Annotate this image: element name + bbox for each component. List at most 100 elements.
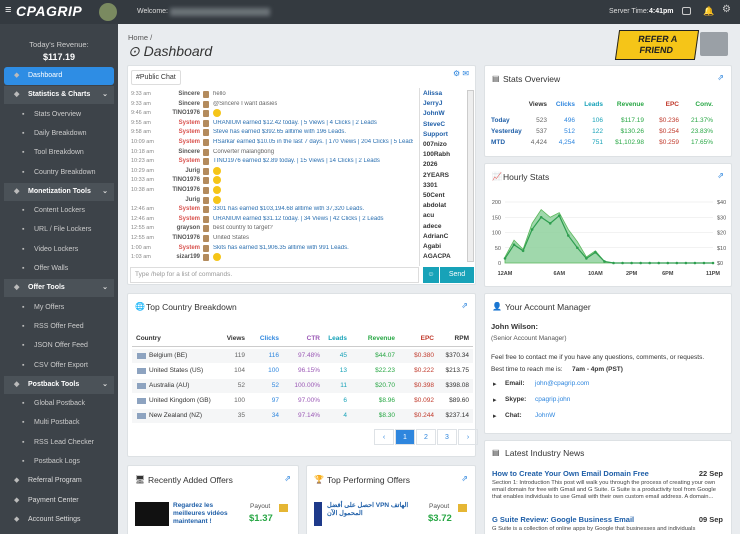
page-link[interactable]: 1 <box>395 429 415 445</box>
online-user[interactable]: JerryJ <box>423 100 443 108</box>
online-user[interactable]: 2026 <box>423 161 438 169</box>
online-user[interactable]: Agabi <box>423 243 442 250</box>
emoji-button[interactable]: ☺ <box>423 267 439 283</box>
nav-item[interactable]: Stats Overview ▪ <box>4 106 114 124</box>
send-button[interactable]: Send <box>440 267 474 283</box>
chat-user[interactable]: TINO1976 <box>172 235 200 241</box>
settings-icon[interactable]: ⚙ <box>722 4 731 15</box>
expand-icon[interactable]: ⇗ <box>461 474 468 483</box>
chat-user[interactable]: TINO1976 <box>172 110 200 117</box>
expand-icon[interactable]: ⇗ <box>717 73 724 82</box>
chat-user[interactable]: Jurig <box>185 196 200 203</box>
nav-item[interactable]: Video Lockers ▪ <box>4 241 114 259</box>
chat-tab[interactable]: #Public Chat <box>131 70 181 85</box>
contact-value[interactable]: john@cpagrip.com <box>535 380 590 387</box>
chat-user[interactable]: sizar199 <box>176 254 200 261</box>
referral-icon[interactable] <box>700 32 728 56</box>
news-title[interactable]: How to Create Your Own Email Domain Free <box>492 469 649 478</box>
nav-item[interactable]: Offer Tools ◆ ⌄ <box>4 279 114 298</box>
menu-toggle[interactable]: ≡ <box>5 4 12 16</box>
chat-user[interactable]: System <box>178 244 200 251</box>
nav-item[interactable]: Multi Postback ▪ <box>4 414 114 432</box>
nav-item[interactable]: Payment Center ◆ <box>4 492 114 510</box>
refer-banner[interactable]: REFER A FRIEND <box>614 30 700 60</box>
chat-user[interactable]: System <box>178 206 200 213</box>
column-header[interactable]: EPC <box>420 335 434 342</box>
nav-item[interactable]: Global Postback ▪ <box>4 395 114 413</box>
online-user[interactable]: 100Rabh <box>423 151 451 159</box>
nav-item[interactable]: Statistics & Charts ◆ ⌄ <box>4 86 114 105</box>
nav-item[interactable]: RSS Lead Checker ▪ <box>4 434 114 452</box>
online-user[interactable]: SteveC <box>423 120 446 128</box>
column-header[interactable]: Leads <box>328 335 347 342</box>
chat-user[interactable]: System <box>178 139 200 145</box>
nav-item[interactable]: Country Breakdown ▪ <box>4 164 114 182</box>
nav-item[interactable]: JSON Offer Feed ▪ <box>4 337 114 355</box>
nav-item[interactable]: Monetization Tools ◆ ⌄ <box>4 182 114 201</box>
column-header[interactable]: CTR <box>306 335 320 342</box>
chat-user[interactable]: TINO1976 <box>172 177 200 184</box>
page-prev[interactable]: ‹ <box>374 429 394 445</box>
bell-icon[interactable]: 🔔 <box>703 6 715 16</box>
nav-item[interactable]: RSS Offer Feed ▪ <box>4 318 114 336</box>
news-title[interactable]: G Suite Review: Google Business Email <box>492 515 635 524</box>
nav-item[interactable]: Postback Logs ▪ <box>4 453 114 471</box>
chat-user[interactable]: System <box>178 129 200 136</box>
nav-item[interactable]: Postback Tools ◆ ⌄ <box>4 375 114 394</box>
chat-user[interactable]: Sincere <box>178 100 200 107</box>
chat-avatar <box>203 158 209 166</box>
online-user[interactable]: 2YEARS <box>423 171 450 179</box>
nav-item[interactable]: My Offers ▪ <box>4 299 114 317</box>
expand-icon[interactable]: ⇗ <box>717 171 724 180</box>
chat-user[interactable]: System <box>178 158 200 165</box>
online-user[interactable]: Alissa <box>423 90 443 97</box>
nav-item[interactable]: CSV Offer Export ▪ <box>4 357 114 375</box>
cell: 751 <box>592 139 603 146</box>
chat-user[interactable]: grayson <box>176 225 200 232</box>
breadcrumb-home[interactable]: Home <box>128 33 149 42</box>
page-link[interactable]: 2 <box>416 429 436 445</box>
contact-value[interactable]: cpagrip.john <box>535 396 571 403</box>
online-user[interactable]: AGACPA <box>423 253 451 261</box>
online-user[interactable]: AdrianC <box>423 232 449 240</box>
column-header[interactable]: Country <box>136 335 161 342</box>
page-link[interactable]: 3 <box>437 429 457 445</box>
column-header[interactable]: Revenue <box>367 335 395 342</box>
online-user[interactable]: adece <box>423 222 442 230</box>
breadcrumb[interactable]: Home / <box>128 33 153 42</box>
online-user[interactable]: 50Cent <box>423 192 445 199</box>
column-header[interactable]: Clicks <box>259 335 279 342</box>
online-user[interactable]: Support <box>423 130 448 138</box>
online-user[interactable]: JohnW <box>423 110 445 118</box>
logo[interactable]: CPAGRIP <box>16 3 83 19</box>
nav-item[interactable]: Daily Breakdown ▪ <box>4 125 114 143</box>
nav-item[interactable]: Tool Breakdown ▪ <box>4 144 114 162</box>
chat-user[interactable]: System <box>178 215 200 222</box>
online-user[interactable]: 007nizo <box>423 141 447 148</box>
offer-title[interactable]: Regardez les meilleures vidéos maintenan… <box>173 502 228 525</box>
chat-user[interactable]: Sincere <box>178 148 200 155</box>
nav-item[interactable]: Content Lockers ▪ <box>4 202 114 220</box>
contact-value[interactable]: JohnW <box>535 412 556 419</box>
chat-user[interactable]: Sincere <box>178 91 200 97</box>
online-user[interactable]: 3301 <box>423 181 438 189</box>
chat-settings[interactable]: ⚙ ✉ <box>453 69 470 78</box>
offer-title[interactable]: احصل على أفضل VPN الهاتف المحمول الآن <box>327 502 409 517</box>
chat-user[interactable]: System <box>178 119 200 126</box>
chat-icon[interactable] <box>682 7 691 15</box>
chat-input[interactable]: Type /help for a list of commands. <box>130 267 419 283</box>
online-user[interactable]: abdolat <box>423 202 447 210</box>
page-next[interactable]: › <box>458 429 478 445</box>
nav-item[interactable]: Referral Program ◆ <box>4 472 114 490</box>
nav-item[interactable]: Dashboard ◆ <box>4 67 114 85</box>
chat-user[interactable]: TINO1976 <box>172 187 200 193</box>
column-header[interactable]: Views <box>226 335 245 342</box>
expand-icon[interactable]: ⇗ <box>461 301 468 310</box>
nav-item[interactable]: URL / File Lockers ▪ <box>4 221 114 239</box>
nav-item[interactable]: Account Settings ◆ <box>4 511 114 529</box>
online-user[interactable]: acu <box>423 212 435 220</box>
expand-icon[interactable]: ⇗ <box>284 474 291 483</box>
nav-item[interactable]: Offer Walls ▪ <box>4 260 114 278</box>
chat-user[interactable]: Jurig <box>185 167 200 174</box>
column-header[interactable]: RPM <box>454 335 469 342</box>
